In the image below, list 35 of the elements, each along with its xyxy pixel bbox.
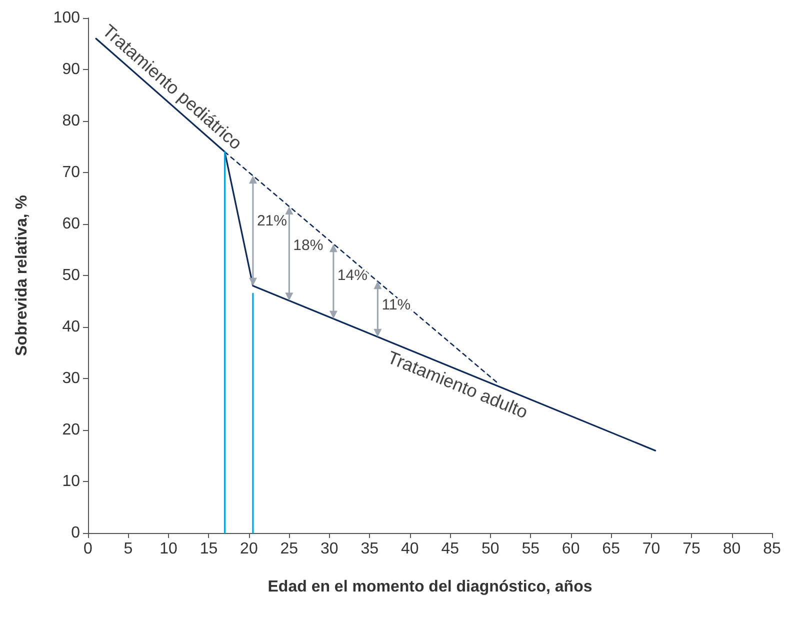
annotation: 14%	[337, 266, 368, 284]
x-tick-label: 40	[400, 540, 419, 558]
y-tick-label: 30	[62, 370, 80, 387]
x-tick-label: 50	[481, 540, 500, 558]
y-tick-label: 20	[62, 422, 80, 438]
annotation: 11%	[382, 296, 411, 314]
x-tick-label: 15	[200, 540, 218, 558]
x-tick-label: 45	[441, 540, 460, 558]
x-tick-label: 65	[602, 540, 620, 558]
annotation: 18%	[293, 237, 324, 254]
x-tick-label: 70	[642, 540, 660, 558]
x-tick-label: 20	[240, 540, 258, 558]
x-tick-label: 80	[722, 540, 741, 558]
x-tick-label: 25	[280, 540, 298, 558]
x-tick-label: 30	[320, 540, 338, 558]
x-tick-label: 85	[763, 540, 781, 558]
y-tick-label: 0	[71, 524, 80, 542]
y-tick-label: 70	[62, 164, 80, 181]
y-axis-title: Sobrevida relativa, %	[14, 195, 30, 356]
x-tick-label: 60	[562, 540, 580, 558]
x-tick-label: 55	[522, 540, 540, 558]
x-tick-label: 10	[160, 540, 178, 558]
y-tick-label: 50	[62, 267, 80, 284]
y-tick-label: 60	[62, 216, 80, 232]
y-tick-label: 10	[62, 473, 80, 490]
y-tick-label: 100	[53, 10, 80, 26]
x-tick-label: 75	[682, 540, 701, 558]
y-tick-label: 80	[62, 112, 80, 130]
annotation: 21%	[256, 212, 287, 230]
y-tick-label: 90	[62, 61, 80, 78]
x-tick-label: 35	[360, 540, 379, 558]
y-tick-label: 40	[62, 318, 80, 336]
x-tick-label: 5	[124, 540, 133, 558]
x-axis-title: Edad en el momento del diagnóstico, años	[268, 578, 592, 596]
x-tick-label: 0	[84, 540, 93, 558]
